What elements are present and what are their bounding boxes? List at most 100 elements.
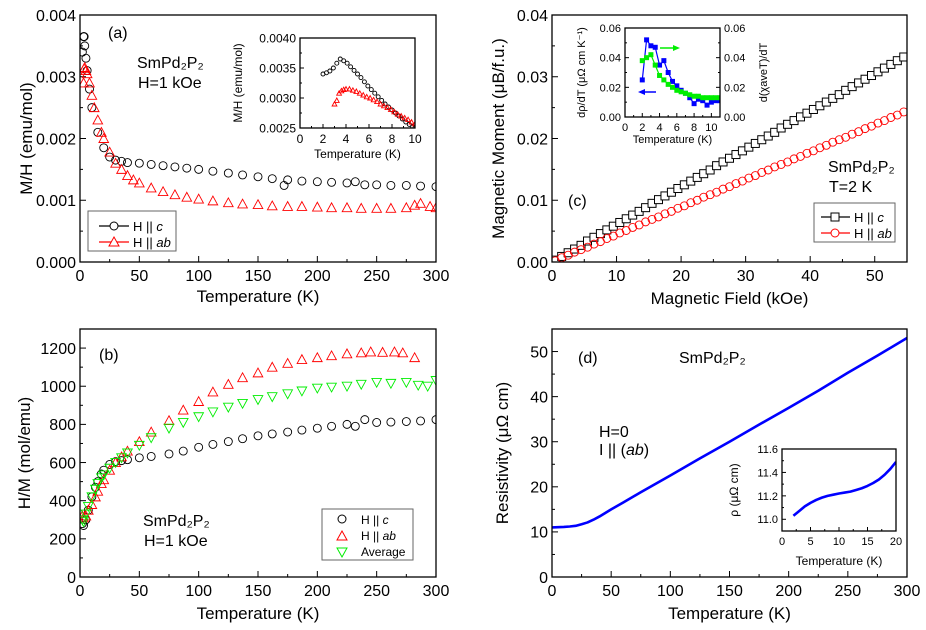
left-y-tick-label: 200 [49,532,76,549]
data-point [115,451,128,462]
x-axis-label: Temperature (K) [314,147,401,161]
data-point [576,245,586,255]
data-point [311,351,323,363]
data-point [104,463,116,475]
data-point [121,445,134,456]
plot-frame [551,328,908,578]
data-point [267,174,277,184]
x-tick-label: 200 [775,583,802,600]
data-point [673,203,683,213]
left-y-tick-label: 0.01 [517,193,548,210]
panel-a-compound: SmPd₂P₂ [137,55,204,72]
x-tick-label: 0 [76,268,85,285]
data-point [80,515,88,526]
x-tick-label: 50 [866,268,884,285]
data-point [757,168,767,177]
data-point [602,234,612,243]
data-point [86,492,98,503]
left-y-tick-label: 50 [530,344,548,361]
series-average [80,376,436,528]
data-point [311,201,323,212]
data-point [283,427,293,437]
data-point [368,87,374,93]
data-point [401,417,411,426]
x-tick-label: 150 [245,268,272,285]
data-point [105,152,115,162]
legend-circle-marker-icon [109,221,119,231]
plot-frame [781,448,897,532]
left-y-tick-label: 800 [49,417,76,434]
data-point [682,90,688,96]
left-y-tick-label: 11.6 [757,444,778,456]
y-axis-label: H/M (mol/emu) [15,397,34,509]
panel-c-tag: (c) [568,193,587,210]
left-y-tick-label: 600 [49,455,76,472]
data-point [431,182,436,192]
right-y-tick-label: 0.04 [724,53,745,65]
data-point [237,371,249,383]
data-point [639,58,645,64]
data-point [687,92,693,98]
left-y-tick-label: 0.06 [600,23,621,35]
data-point [615,228,625,238]
data-point [412,380,424,392]
data-point [360,415,370,425]
x-tick-label: 15 [861,536,873,548]
left-y-tick-label: 0.00 [517,255,548,272]
data-point [371,202,383,213]
data-point [700,98,706,104]
data-point [157,185,169,197]
data-point [346,85,353,92]
left-y-tick-label: 0.02 [517,131,548,148]
data-point [182,163,192,173]
data-point [123,158,132,168]
series-h-ab [80,61,436,213]
data-point [648,52,654,58]
data-point [193,412,205,423]
data-point [110,458,122,469]
data-point [296,353,308,364]
x-tick-label: 250 [363,583,390,600]
plot-frame [299,37,416,129]
data-point [121,448,134,459]
plot-frame [551,14,908,263]
data-point [208,439,218,449]
left-y-tick-label: 0.002 [36,131,76,148]
data-point [628,222,638,232]
data-point [344,60,350,66]
data-point [222,402,234,413]
left-y-tick-label: 0.0025 [259,121,296,135]
svg-text:H || c: H || c [361,513,389,527]
data-point [342,85,350,92]
data-point [134,158,144,168]
svg-text:H || ab: H || ab [361,529,396,543]
panel-c-condition: T=2 K [829,179,872,196]
data-point [95,473,107,484]
data-point [163,423,175,434]
data-point [652,62,658,68]
right-y-tick-label: 0.06 [724,23,745,35]
data-point [312,177,322,187]
data-point [145,182,157,193]
chart-b: 0 50 100 150 200 250 300 0 200 400 600 800 1000 1200 T… [15,328,449,623]
data-point [384,104,391,111]
data-point [415,197,427,208]
data-point [400,377,412,389]
panel-a-legend: H || c H || ab [87,210,177,252]
data-point [86,498,98,509]
data-point [717,98,720,104]
data-point [815,143,825,153]
data-point [326,201,338,213]
data-point [80,41,90,51]
data-point [266,200,278,211]
data-point [238,434,248,444]
data-point [85,84,94,94]
data-point [365,83,371,89]
x-axis-label: Temperature (K) [796,554,883,568]
x-tick-label: 20 [672,268,690,285]
data-point [372,90,378,96]
panel-c-legend: H || c H || ab [813,202,896,243]
series-- [792,461,896,517]
data-point [127,174,139,185]
left-y-tick-label: 0 [67,570,76,587]
